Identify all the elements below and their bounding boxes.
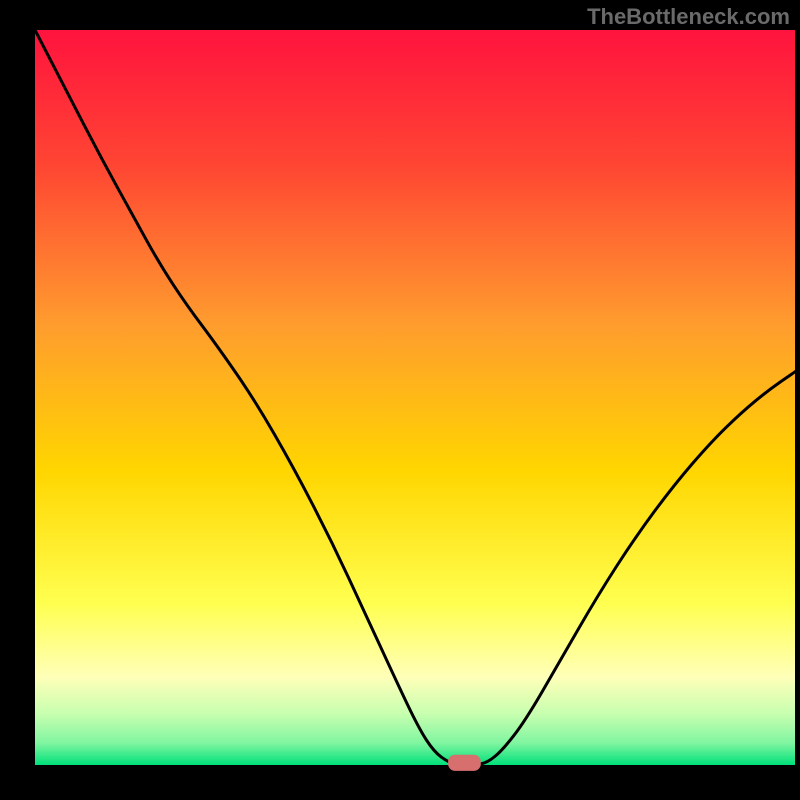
- optimal-marker: [448, 755, 481, 771]
- bottleneck-chart: [0, 0, 800, 800]
- plot-background: [35, 30, 795, 765]
- chart-stage: TheBottleneck.com: [0, 0, 800, 800]
